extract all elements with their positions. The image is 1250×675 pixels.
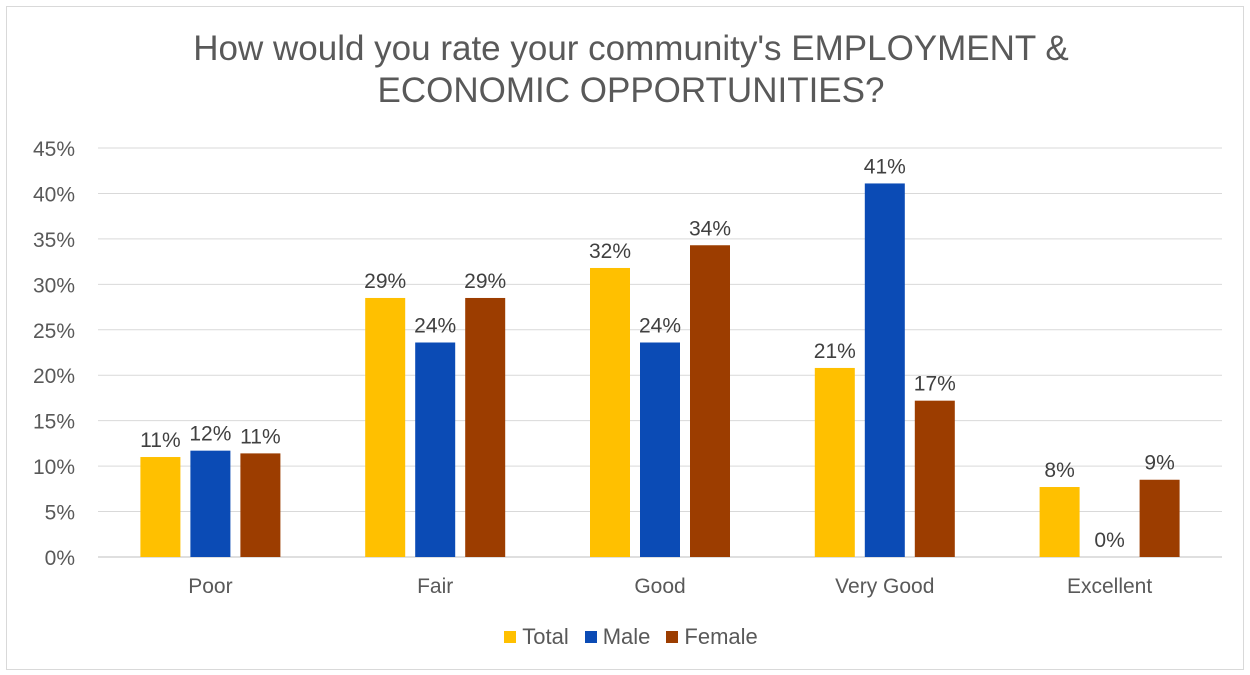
y-tick-label: 5% bbox=[45, 502, 75, 525]
data-label: 21% bbox=[814, 340, 856, 363]
legend-swatch-male bbox=[584, 631, 597, 643]
bar bbox=[1139, 479, 1180, 557]
legend-label-male: Male bbox=[602, 624, 651, 649]
bar bbox=[1039, 487, 1080, 557]
bar bbox=[814, 367, 855, 557]
y-tick-label: 15% bbox=[33, 411, 75, 434]
chart-legend: Total Male Female bbox=[0, 624, 1250, 650]
legend-item-female: Female bbox=[666, 624, 758, 650]
y-tick-label: 30% bbox=[33, 274, 75, 297]
data-label: 41% bbox=[864, 155, 906, 178]
x-tick-label: Excellent bbox=[1067, 575, 1152, 598]
data-label: 29% bbox=[364, 270, 406, 293]
legend-swatch-total bbox=[504, 631, 517, 643]
data-label: 0% bbox=[1094, 529, 1124, 552]
chart-title-line-2: ECONOMIC OPPORTUNITIES? bbox=[377, 71, 885, 110]
legend-label-total: Total bbox=[522, 624, 569, 649]
y-tick-label: 40% bbox=[33, 183, 75, 206]
x-tick-label: Good bbox=[634, 575, 685, 598]
data-label: 29% bbox=[464, 270, 506, 293]
data-label: 8% bbox=[1044, 459, 1074, 482]
data-label: 11% bbox=[140, 429, 180, 452]
legend-swatch-female bbox=[666, 631, 679, 643]
bar bbox=[590, 267, 630, 557]
data-label: 24% bbox=[639, 315, 681, 338]
chart-title-line-1: How would you rate your community's EMPL… bbox=[193, 29, 1069, 68]
data-label: 34% bbox=[689, 217, 731, 240]
chart-title: How would you rate your community's EMPL… bbox=[0, 28, 1250, 112]
legend-item-total: Total bbox=[504, 624, 569, 650]
x-tick-label: Poor bbox=[188, 575, 232, 598]
y-tick-label: 0% bbox=[45, 547, 75, 570]
bar bbox=[690, 245, 730, 558]
data-label: 24% bbox=[414, 315, 456, 338]
data-label: 12% bbox=[189, 423, 231, 446]
bar bbox=[465, 297, 506, 557]
data-label: 9% bbox=[1144, 452, 1174, 475]
data-label: 17% bbox=[914, 373, 956, 396]
x-tick-label: Fair bbox=[417, 575, 453, 598]
legend-item-male: Male bbox=[584, 624, 651, 650]
y-tick-label: 25% bbox=[33, 320, 75, 343]
data-label: 11% bbox=[240, 425, 280, 448]
bar bbox=[914, 400, 955, 557]
y-tick-label: 10% bbox=[33, 456, 75, 479]
y-tick-label: 20% bbox=[33, 365, 75, 388]
bar bbox=[240, 453, 281, 557]
bar bbox=[864, 183, 905, 558]
bar bbox=[640, 342, 680, 557]
data-label: 32% bbox=[589, 240, 631, 263]
x-tick-label: Very Good bbox=[835, 575, 934, 598]
bar bbox=[365, 297, 406, 557]
bar bbox=[140, 457, 181, 557]
y-tick-label: 45% bbox=[33, 138, 75, 161]
y-tick-label: 35% bbox=[33, 229, 75, 252]
bar bbox=[415, 342, 456, 557]
bar bbox=[190, 450, 231, 557]
legend-label-female: Female bbox=[684, 624, 758, 649]
